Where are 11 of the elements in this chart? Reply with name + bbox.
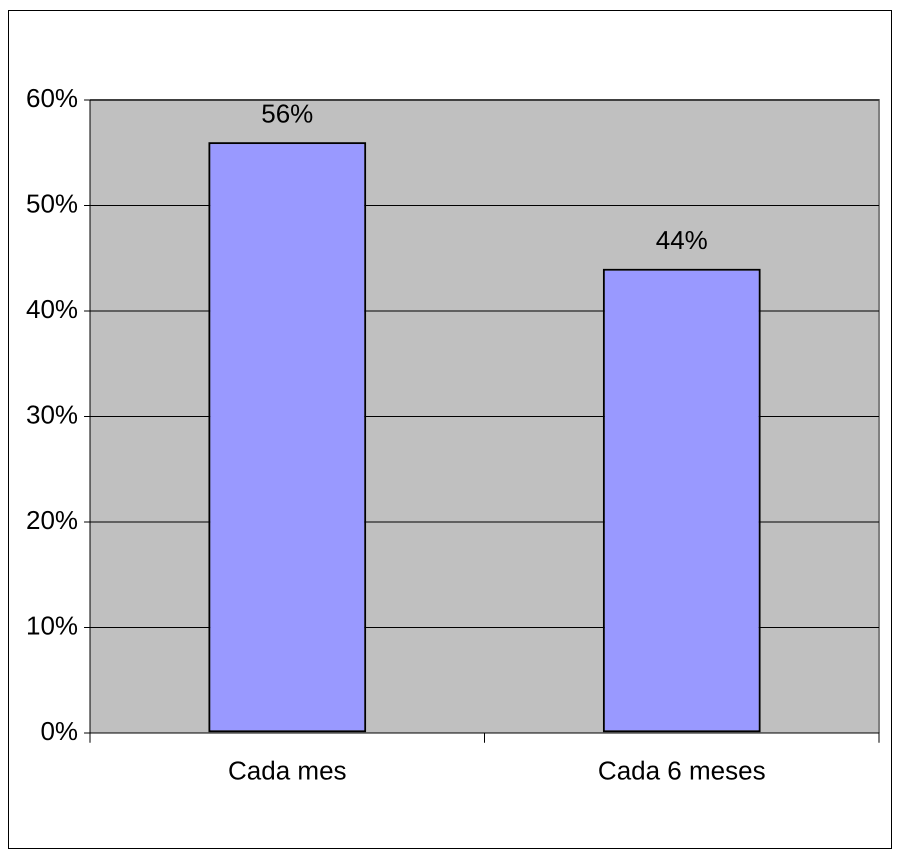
y-tick-label: 20% (26, 505, 78, 536)
y-tick-label: 10% (26, 610, 78, 641)
data-label: 56% (261, 98, 314, 128)
x-tick-label: Cada 6 meses (598, 756, 766, 786)
data-label: 44% (656, 224, 708, 255)
y-tick-label: 30% (26, 400, 78, 430)
y-tick-label: 0% (40, 716, 78, 746)
y-tick-label: 40% (26, 294, 78, 324)
x-tick-label: Cada mes (228, 756, 347, 786)
y-tick-label: 50% (26, 188, 78, 219)
y-tick-label: 60% (26, 83, 78, 114)
